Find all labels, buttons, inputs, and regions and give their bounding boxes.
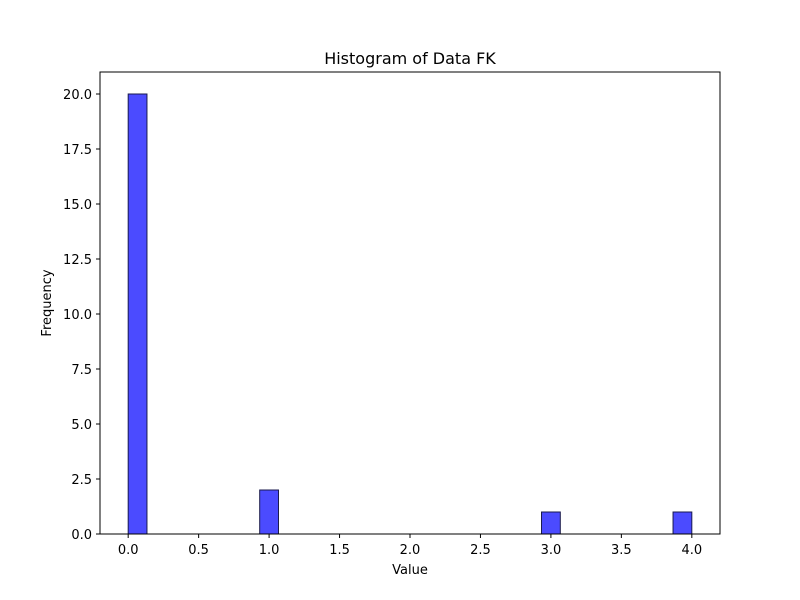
x-tick-label: 0.0: [118, 543, 139, 558]
x-tick-label: 2.0: [400, 543, 421, 558]
y-tick-label: 7.5: [71, 363, 92, 378]
x-tick-label: 1.0: [259, 543, 280, 558]
y-tick-label: 12.5: [63, 253, 92, 268]
y-tick-label: 10.0: [63, 308, 92, 323]
x-tick-label: 3.0: [541, 543, 562, 558]
x-tick-label: 1.5: [329, 543, 350, 558]
y-axis-title: Frequency: [40, 269, 55, 336]
y-tick-label: 5.0: [71, 418, 92, 433]
x-axis-ticks: 0.0 0.5 1.0 1.5 2.0 2.5 3.0 3.5 4.0: [118, 534, 702, 558]
y-tick-label: 0.0: [71, 528, 92, 543]
histogram-bar: [672, 511, 693, 535]
x-tick-label: 0.5: [188, 543, 209, 558]
x-tick-label: 3.5: [611, 543, 632, 558]
histogram-bar: [541, 511, 561, 535]
x-tick-label: 2.5: [470, 543, 491, 558]
histogram-bar: [259, 489, 279, 535]
y-tick-label: 20.0: [63, 88, 92, 103]
histogram-bar: [127, 93, 148, 535]
y-tick-label: 15.0: [63, 198, 92, 213]
x-tick-label: 4.0: [681, 543, 702, 558]
y-tick-label: 17.5: [63, 143, 92, 158]
bars-group: [127, 93, 693, 535]
y-axis-ticks: 0.0 2.5 5.0 7.5 10.0 12.5 15.0 17.5 20.0: [63, 88, 100, 543]
x-axis-title: Value: [392, 563, 428, 578]
chart-title: Histogram of Data FK: [324, 49, 496, 68]
y-tick-label: 2.5: [71, 473, 92, 488]
